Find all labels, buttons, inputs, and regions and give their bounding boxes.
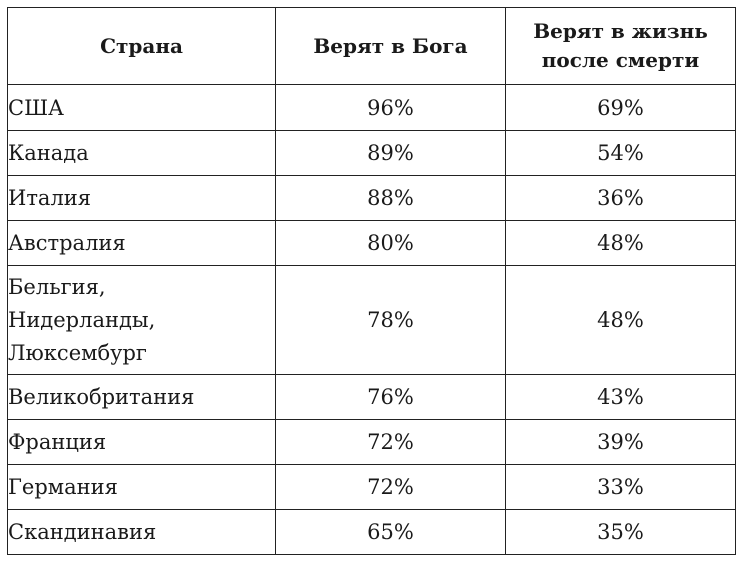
cell-believe-afterlife: 48%: [505, 265, 736, 375]
header-country: Страна: [7, 7, 276, 85]
cell-believe-afterlife: 36%: [505, 175, 736, 221]
cell-believe-god: 96%: [275, 84, 506, 131]
table-row: Франция 72% 39%: [7, 419, 736, 465]
cell-believe-god: 72%: [275, 419, 506, 465]
table-row: Скандинавия 65% 35%: [7, 509, 736, 555]
cell-country: Бельгия, Нидерланды, Люксембург: [7, 265, 276, 375]
cell-believe-god: 65%: [275, 509, 506, 555]
cell-country: Италия: [7, 175, 276, 221]
country-name-line: Великобритания: [8, 385, 195, 409]
header-afterlife-line1: Верят в жизнь: [533, 19, 708, 43]
country-name-line: Нидерланды,: [8, 307, 156, 332]
cell-believe-afterlife: 54%: [505, 130, 736, 176]
table-row: Австралия 80% 48%: [7, 220, 736, 266]
belief-table: Страна Верят в Бога Верят в жизнь после …: [7, 7, 736, 555]
table-body: США 96% 69% Канада 89% 54% Италия 88% 36% Австрал…: [7, 84, 736, 555]
country-name-line: Бельгия,: [8, 274, 106, 299]
cell-country: Франция: [7, 419, 276, 465]
cell-country: Германия: [7, 464, 276, 510]
cell-believe-god: 88%: [275, 175, 506, 221]
country-name-line: Германия: [8, 475, 118, 499]
cell-country: Скандинавия: [7, 509, 276, 555]
cell-believe-afterlife: 35%: [505, 509, 736, 555]
cell-country: Канада: [7, 130, 276, 176]
table-row: Бельгия, Нидерланды, Люксембург 78% 48%: [7, 265, 736, 375]
table-row: Великобритания 76% 43%: [7, 374, 736, 420]
country-name-line: США: [8, 95, 64, 120]
header-row: Страна Верят в Бога Верят в жизнь после …: [7, 7, 736, 85]
table-row: Италия 88% 36%: [7, 175, 736, 221]
cell-believe-god: 76%: [275, 374, 506, 420]
cell-country: США: [7, 84, 276, 131]
header-believe-afterlife: Верят в жизнь после смерти: [505, 7, 736, 85]
cell-believe-afterlife: 33%: [505, 464, 736, 510]
table-row: Канада 89% 54%: [7, 130, 736, 176]
country-name-line: Австралия: [8, 231, 126, 255]
table-row: Германия 72% 33%: [7, 464, 736, 510]
cell-believe-afterlife: 69%: [505, 84, 736, 131]
cell-believe-afterlife: 43%: [505, 374, 736, 420]
cell-believe-god: 89%: [275, 130, 506, 176]
cell-country: Австралия: [7, 220, 276, 266]
country-name-line: Люксембург: [8, 340, 147, 365]
cell-country: Великобритания: [7, 374, 276, 420]
cell-believe-afterlife: 48%: [505, 220, 736, 266]
country-name-line: Франция: [8, 430, 107, 454]
table-row: США 96% 69%: [7, 84, 736, 131]
header-afterlife-line2: после смерти: [541, 48, 700, 72]
cell-believe-god: 80%: [275, 220, 506, 266]
cell-believe-god: 78%: [275, 265, 506, 375]
cell-believe-god: 72%: [275, 464, 506, 510]
header-believe-god: Верят в Бога: [275, 7, 506, 85]
country-name-line: Скандинавия: [8, 520, 157, 544]
country-name-line: Канада: [8, 141, 89, 165]
country-name-line: Италия: [8, 186, 92, 210]
cell-believe-afterlife: 39%: [505, 419, 736, 465]
